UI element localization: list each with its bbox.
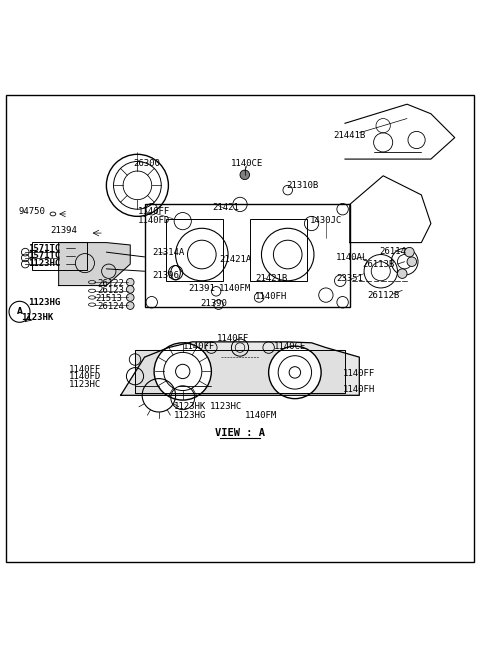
Text: 1140FM: 1140FM xyxy=(245,411,277,420)
Text: 26300: 26300 xyxy=(133,160,160,168)
Text: 1140CE: 1140CE xyxy=(231,160,264,168)
Text: 21310B: 21310B xyxy=(286,181,318,190)
Text: 1123HK: 1123HK xyxy=(174,402,206,411)
Text: 1140FF: 1140FF xyxy=(216,334,249,342)
Circle shape xyxy=(126,286,134,293)
Circle shape xyxy=(397,269,407,279)
Text: VIEW : A: VIEW : A xyxy=(215,428,265,438)
Text: 1123HC: 1123HC xyxy=(28,259,60,268)
Circle shape xyxy=(126,279,134,286)
Text: 21314A: 21314A xyxy=(152,248,184,257)
Text: 21421A: 21421A xyxy=(219,255,252,264)
Circle shape xyxy=(240,170,250,179)
Circle shape xyxy=(269,346,321,399)
Text: 26122: 26122 xyxy=(98,279,125,288)
Text: 1140FH: 1140FH xyxy=(255,292,287,301)
Text: 21513: 21513 xyxy=(96,294,122,304)
Text: 26112B: 26112B xyxy=(367,290,399,300)
Polygon shape xyxy=(120,342,360,396)
Text: A: A xyxy=(17,307,23,316)
Text: 1140FD: 1140FD xyxy=(69,373,101,381)
Text: 1123HC: 1123HC xyxy=(210,402,242,411)
Text: 26123: 26123 xyxy=(98,286,125,295)
Text: 21421: 21421 xyxy=(212,203,239,212)
Text: 21421B: 21421B xyxy=(255,274,287,283)
Text: 1140FF: 1140FF xyxy=(343,369,375,378)
Text: 26124: 26124 xyxy=(98,302,125,311)
Bar xyxy=(144,204,350,307)
Circle shape xyxy=(154,343,211,400)
Text: 1140FF: 1140FF xyxy=(69,365,101,374)
Text: 1123HC: 1123HC xyxy=(69,380,101,389)
Text: 21390: 21390 xyxy=(200,299,227,307)
Circle shape xyxy=(405,248,414,257)
Text: 26113B: 26113B xyxy=(362,260,395,269)
Circle shape xyxy=(126,302,134,309)
Polygon shape xyxy=(135,350,345,393)
Text: 21394: 21394 xyxy=(50,226,77,235)
Bar xyxy=(166,219,223,281)
Text: 1140CE: 1140CE xyxy=(274,342,306,351)
Text: 1140FH: 1140FH xyxy=(343,385,375,394)
Circle shape xyxy=(407,257,417,267)
Text: 1123HG: 1123HG xyxy=(174,411,206,420)
Text: 21396: 21396 xyxy=(153,271,180,279)
Text: 1140FD: 1140FD xyxy=(138,215,170,225)
Polygon shape xyxy=(59,242,130,286)
Bar xyxy=(250,219,307,281)
Text: 21441B: 21441B xyxy=(334,131,366,140)
Text: 1140FF: 1140FF xyxy=(138,207,170,216)
Bar xyxy=(33,242,87,270)
Text: 1430JC: 1430JC xyxy=(310,215,342,225)
Text: 1140AL: 1140AL xyxy=(336,254,368,262)
Text: 1123HK: 1123HK xyxy=(21,313,53,322)
Circle shape xyxy=(126,294,134,302)
Text: 1571TC: 1571TC xyxy=(28,252,60,260)
Text: 1140FF: 1140FF xyxy=(183,342,216,351)
Text: 26114: 26114 xyxy=(379,246,406,256)
Text: 21391: 21391 xyxy=(188,284,215,294)
Text: 23351: 23351 xyxy=(336,274,363,283)
Text: 1123HG: 1123HG xyxy=(28,298,60,307)
Text: 1571TC: 1571TC xyxy=(28,244,60,253)
Text: 1140FM: 1140FM xyxy=(219,284,252,294)
Text: 94750: 94750 xyxy=(19,207,46,216)
